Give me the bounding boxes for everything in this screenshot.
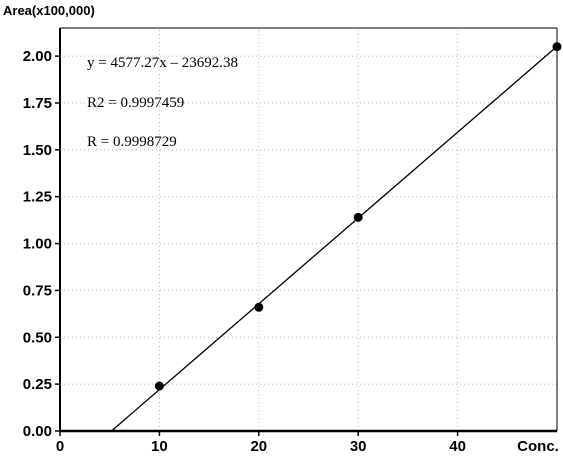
x-tick-label: 30 <box>350 438 367 455</box>
x-axis-label: Conc. <box>517 438 559 455</box>
x-tick-label: 10 <box>151 438 168 455</box>
y-tick-label: 1.75 <box>23 95 52 112</box>
r-annotation: R = 0.9998729 <box>87 134 177 150</box>
equation-annotation: y = 4577.27x – 23692.38 <box>87 55 238 71</box>
x-tick-label: 0 <box>56 438 64 455</box>
regression-line <box>111 45 558 432</box>
y-tick-label: 2.00 <box>23 48 52 65</box>
data-point <box>353 212 363 222</box>
y-tick-label: 1.25 <box>23 189 52 206</box>
y-tick-label: 0.00 <box>23 423 52 440</box>
y-tick-label: 1.50 <box>23 142 52 159</box>
y-tick-label: 0.25 <box>23 376 52 393</box>
r2-annotation: R2 = 0.9997459 <box>87 95 185 111</box>
y-tick-label: 0.75 <box>23 282 52 299</box>
data-point <box>552 42 562 52</box>
y-tick-label: 1.00 <box>23 236 52 253</box>
data-point <box>254 302 264 312</box>
y-tick-label: 0.50 <box>23 329 52 346</box>
x-tick-label: 20 <box>250 438 267 455</box>
y-axis-label: Area(x100,000) <box>3 3 95 18</box>
x-tick-label: 40 <box>449 438 466 455</box>
data-point <box>154 381 164 391</box>
